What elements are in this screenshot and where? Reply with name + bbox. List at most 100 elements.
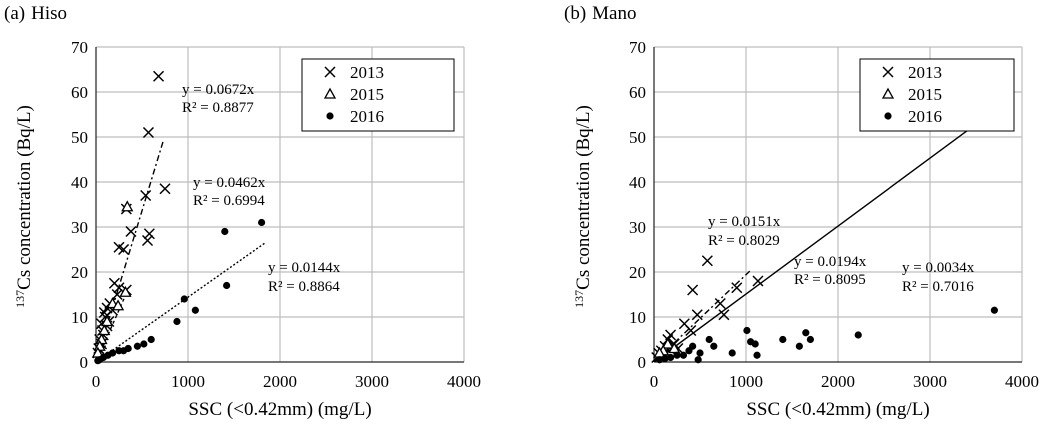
y-tick-label: 30 — [71, 218, 88, 237]
panel-letter: (b) — [564, 3, 587, 24]
data-point-2013 — [718, 309, 730, 321]
legend-marker-2015 — [881, 87, 895, 99]
data-point-2016 — [705, 335, 713, 344]
data-point-2015 — [100, 315, 114, 327]
y-tick-label: 10 — [71, 308, 88, 327]
data-point-2016 — [806, 335, 814, 344]
data-point-2013 — [159, 183, 171, 195]
y-axis-label-superscript: 137 — [572, 290, 586, 308]
data-point-2016 — [679, 351, 688, 359]
data-point-2016 — [223, 281, 231, 290]
x-tick-label: 1000 — [729, 372, 763, 391]
legend-marker-2015 — [323, 87, 337, 99]
legend-label: 2016 — [350, 107, 384, 126]
legend-label: 2015 — [908, 85, 942, 104]
data-point-2013 — [714, 297, 726, 310]
data-point-2016 — [802, 329, 810, 337]
legend-marker-2013 — [324, 66, 336, 78]
legend: 2013 2015 2016 — [301, 58, 455, 132]
data-point-2015 — [668, 342, 681, 354]
regression-equation: y = 0.0194x — [794, 254, 867, 270]
panel-name: Hiso — [31, 3, 67, 24]
y-tick-label: 70 — [629, 38, 646, 57]
data-point-2015 — [111, 299, 125, 311]
regression-line — [653, 110, 995, 363]
y-tick-label: 60 — [71, 83, 88, 102]
legend-label: 2015 — [350, 85, 384, 104]
y-tick-label: 10 — [629, 308, 646, 327]
x-tick-label: 3000 — [913, 372, 947, 391]
y-tick-label: 40 — [71, 173, 88, 192]
legend-marker-2016 — [884, 112, 892, 120]
y-axis-label: 137Cs concentration (Bq/L) — [13, 105, 35, 308]
y-tick-label: 40 — [629, 173, 646, 192]
x-tick-label: 2000 — [263, 372, 297, 391]
data-point-2015 — [119, 285, 132, 297]
legend: 2013 2015 2016 — [859, 58, 1015, 132]
scatter-chart-mano: 0 10 20 30 40 50 60 70 0 1000 2000 3000 4000 SSC (<0.… — [572, 38, 1039, 420]
panel-letter: (a) — [4, 3, 26, 24]
data-point-2016 — [133, 342, 141, 350]
y-axis-label-text: Cs concentration (Bq/L) — [573, 105, 594, 290]
y-tick-label: 0 — [80, 353, 89, 372]
data-point-2016 — [180, 295, 188, 303]
data-point-2013 — [691, 309, 703, 321]
data-point-2016 — [696, 349, 704, 357]
data-point-2016 — [173, 317, 181, 326]
x-tick-label: 0 — [92, 372, 101, 391]
data-point-2016 — [990, 306, 998, 314]
legend-marker-2013 — [882, 66, 894, 78]
data-point-2016 — [258, 218, 266, 227]
x-axis-label: SSC (<0.42mm) (mg/L) — [188, 399, 371, 420]
x-tick-label: 4000 — [447, 372, 481, 391]
data-point-2013 — [113, 282, 125, 294]
data-point-2016 — [779, 335, 787, 344]
legend-marker-2016 — [326, 112, 334, 120]
y-tick-label: 20 — [629, 263, 646, 282]
data-point-2013 — [752, 275, 764, 287]
data-point-2016 — [685, 347, 693, 355]
regression-equation: y = 0.0034x — [902, 260, 975, 276]
chart-panel-mano: (b) Mano 0 10 20 30 40 50 60 70 0 1000 2000 3000 4000… — [560, 0, 1045, 423]
x-axis-label: SSC (<0.42mm) (mg/L) — [746, 399, 929, 420]
y-tick-label: 30 — [629, 218, 646, 237]
x-tick-label: 1000 — [171, 372, 205, 391]
regression-line — [95, 242, 266, 363]
data-point-2016 — [710, 342, 718, 350]
data-point-2013 — [153, 70, 165, 82]
data-point-2013 — [141, 234, 154, 247]
panel-title: (b) Mano — [564, 3, 636, 25]
data-point-2016 — [743, 326, 751, 335]
data-point-2016 — [147, 335, 155, 344]
regression-equation: y = 0.0144x — [268, 260, 341, 276]
data-point-2016 — [728, 349, 736, 357]
regression-r-squared: R² = 0.8877 — [182, 100, 254, 116]
x-tick-label: 4000 — [1005, 372, 1039, 391]
data-point-2015 — [98, 324, 111, 336]
y-tick-label: 70 — [71, 38, 88, 57]
data-point-2016 — [694, 356, 702, 364]
regression-r-squared: R² = 0.8029 — [708, 233, 780, 249]
data-point-2016 — [747, 338, 755, 346]
data-point-2016 — [94, 357, 102, 365]
panel-name: Mano — [592, 3, 637, 24]
data-point-2016 — [221, 227, 229, 236]
y-tick-label: 50 — [629, 128, 646, 147]
legend-label: 2013 — [908, 63, 942, 82]
data-point-2016 — [115, 347, 123, 355]
regression-r-squared: R² = 0.7016 — [902, 279, 974, 295]
data-point-2013 — [687, 284, 699, 296]
legend-label: 2013 — [350, 63, 384, 82]
regression-equation: y = 0.0672x — [182, 82, 255, 98]
data-point-2013 — [111, 288, 123, 301]
panel-title: (a) Hiso — [4, 3, 67, 25]
regression-r-squared: R² = 0.8095 — [794, 272, 866, 288]
y-tick-label: 0 — [638, 353, 647, 372]
x-tick-label: 0 — [650, 372, 659, 391]
y-tick-label: 20 — [71, 263, 88, 282]
data-point-2016 — [661, 354, 669, 362]
data-point-2013 — [701, 255, 713, 267]
legend-label: 2016 — [908, 107, 942, 126]
regression-line — [653, 269, 752, 363]
data-point-2013 — [143, 228, 155, 240]
